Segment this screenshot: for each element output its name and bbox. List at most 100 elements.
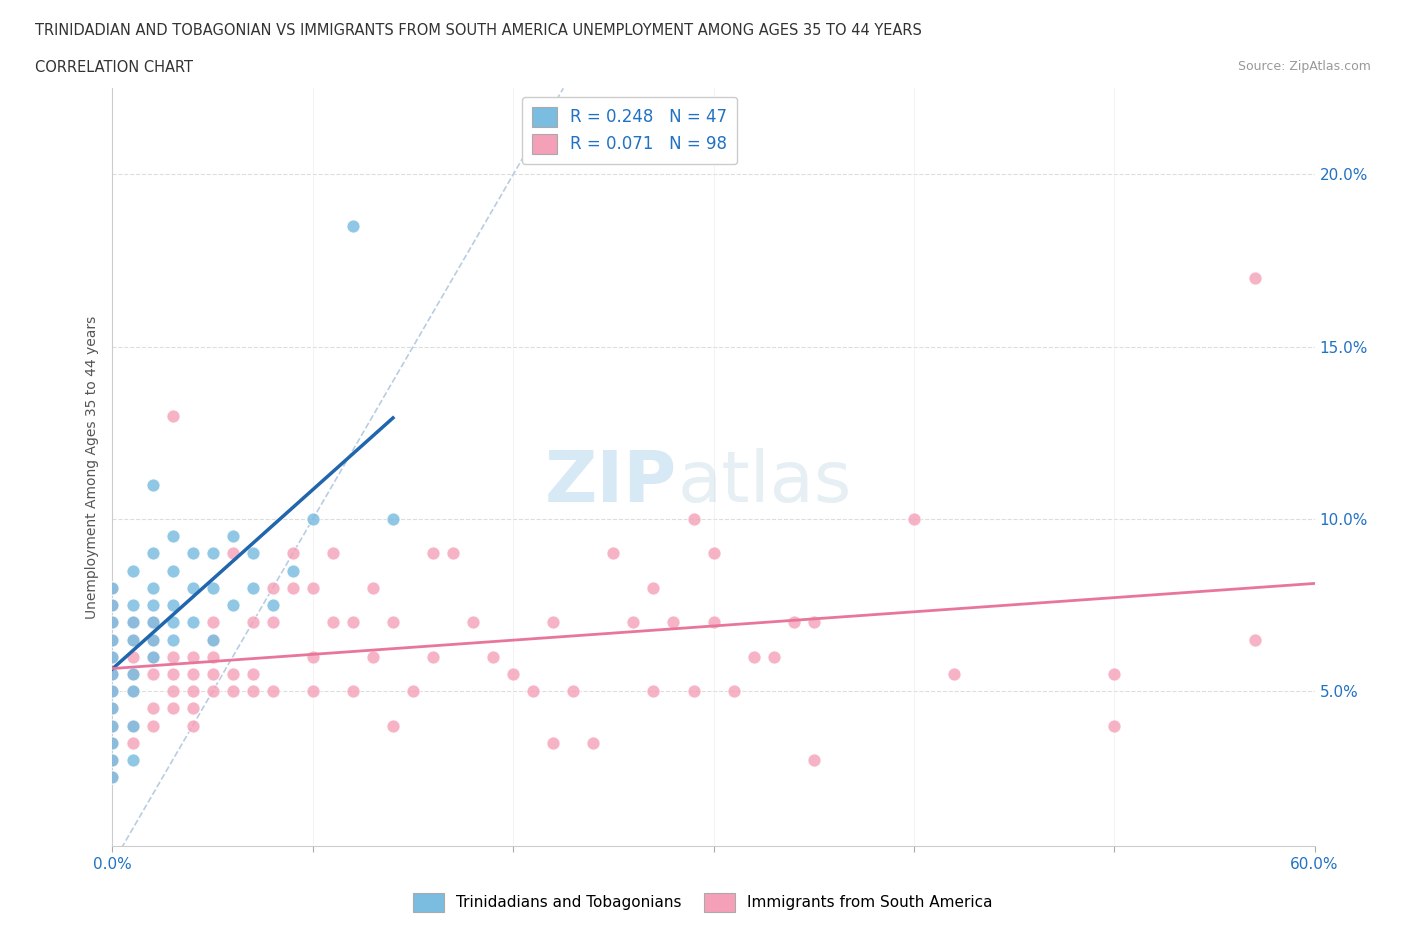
Point xyxy=(201,615,224,630)
Point xyxy=(101,736,124,751)
Point xyxy=(121,667,143,682)
Point xyxy=(803,615,825,630)
Point xyxy=(162,649,184,664)
Point xyxy=(101,667,124,682)
Point xyxy=(562,684,585,698)
Point xyxy=(361,649,384,664)
Point xyxy=(121,649,143,664)
Point xyxy=(322,615,344,630)
Point xyxy=(222,598,245,613)
Point xyxy=(262,684,284,698)
Point xyxy=(201,649,224,664)
Text: CORRELATION CHART: CORRELATION CHART xyxy=(35,60,193,75)
Point xyxy=(281,580,304,595)
Point xyxy=(201,684,224,698)
Point xyxy=(201,632,224,647)
Point xyxy=(302,684,325,698)
Y-axis label: Unemployment Among Ages 35 to 44 years: Unemployment Among Ages 35 to 44 years xyxy=(84,315,98,619)
Point xyxy=(302,649,325,664)
Point xyxy=(602,546,624,561)
Point xyxy=(543,736,565,751)
Point xyxy=(262,615,284,630)
Point xyxy=(402,684,425,698)
Point xyxy=(461,615,484,630)
Point xyxy=(101,718,124,733)
Point xyxy=(361,580,384,595)
Point xyxy=(162,684,184,698)
Point xyxy=(342,684,364,698)
Point xyxy=(482,649,505,664)
Point xyxy=(141,632,163,647)
Point xyxy=(201,580,224,595)
Point xyxy=(141,649,163,664)
Point xyxy=(162,701,184,716)
Point xyxy=(242,546,264,561)
Point xyxy=(643,580,665,595)
Point xyxy=(621,615,644,630)
Point xyxy=(201,632,224,647)
Point xyxy=(101,684,124,698)
Point xyxy=(803,752,825,767)
Point xyxy=(222,667,245,682)
Point xyxy=(662,615,685,630)
Text: ZIP: ZIP xyxy=(546,448,678,517)
Point xyxy=(302,580,325,595)
Point xyxy=(502,667,524,682)
Point xyxy=(101,598,124,613)
Point xyxy=(262,598,284,613)
Point xyxy=(582,736,605,751)
Point xyxy=(422,649,444,664)
Point xyxy=(101,649,124,664)
Point xyxy=(101,701,124,716)
Point xyxy=(121,736,143,751)
Point xyxy=(101,649,124,664)
Point xyxy=(101,632,124,647)
Point xyxy=(162,408,184,423)
Point xyxy=(942,667,965,682)
Point xyxy=(141,649,163,664)
Point xyxy=(242,684,264,698)
Point xyxy=(181,546,204,561)
Point xyxy=(903,512,925,526)
Point xyxy=(141,615,163,630)
Point xyxy=(382,512,405,526)
Text: Source: ZipAtlas.com: Source: ZipAtlas.com xyxy=(1237,60,1371,73)
Point xyxy=(121,615,143,630)
Point xyxy=(702,615,725,630)
Point xyxy=(141,718,163,733)
Point xyxy=(242,667,264,682)
Point xyxy=(101,580,124,595)
Point xyxy=(782,615,804,630)
Point xyxy=(121,564,143,578)
Point xyxy=(1102,667,1125,682)
Point xyxy=(643,684,665,698)
Point xyxy=(101,736,124,751)
Point xyxy=(342,219,364,233)
Point xyxy=(181,615,204,630)
Point xyxy=(162,667,184,682)
Legend: Trinidadians and Tobagonians, Immigrants from South America: Trinidadians and Tobagonians, Immigrants… xyxy=(408,887,998,918)
Point xyxy=(162,529,184,544)
Point xyxy=(101,752,124,767)
Point xyxy=(222,546,245,561)
Point xyxy=(342,615,364,630)
Point xyxy=(441,546,464,561)
Point xyxy=(121,718,143,733)
Point xyxy=(121,632,143,647)
Point xyxy=(101,752,124,767)
Point xyxy=(262,580,284,595)
Point xyxy=(162,615,184,630)
Text: atlas: atlas xyxy=(678,448,852,517)
Point xyxy=(181,701,204,716)
Point xyxy=(141,701,163,716)
Point xyxy=(302,512,325,526)
Point xyxy=(222,529,245,544)
Point xyxy=(742,649,765,664)
Point xyxy=(702,546,725,561)
Point xyxy=(101,632,124,647)
Point xyxy=(141,477,163,492)
Point xyxy=(281,564,304,578)
Point xyxy=(141,580,163,595)
Point xyxy=(121,684,143,698)
Point xyxy=(242,580,264,595)
